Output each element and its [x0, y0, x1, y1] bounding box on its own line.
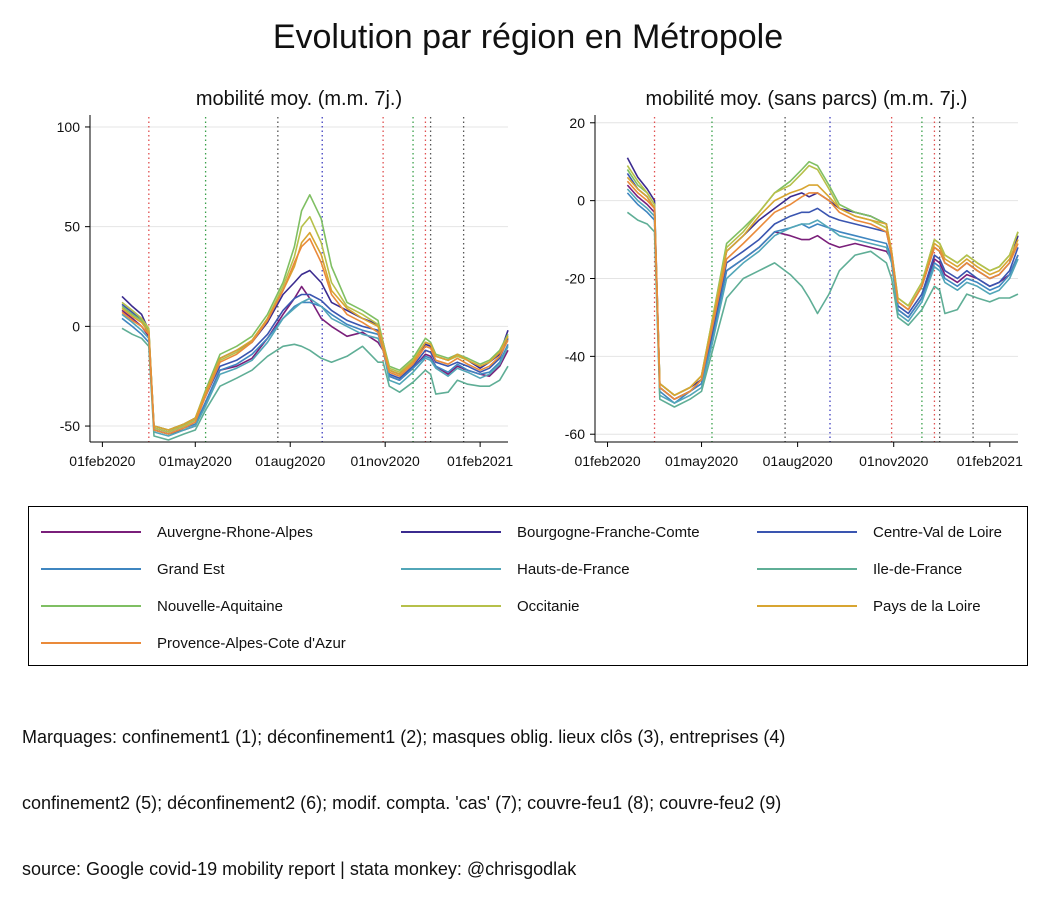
y-tick-label: 20	[569, 115, 585, 131]
series-line	[626, 184, 1019, 401]
legend-item: Ile-de-France	[757, 558, 962, 580]
legend-swatch	[401, 605, 501, 607]
x-tick-label: 01nov2020	[859, 453, 929, 469]
chart-right: mobilité moy. (sans parcs) (m.m. 7j.) -60…	[565, 88, 1023, 469]
chart-title: mobilité moy. (m.m. 7j.)	[196, 88, 402, 110]
x-tick-label: 01feb2020	[69, 453, 135, 469]
legend-item: Auvergne-Rhone-Alpes	[41, 521, 313, 543]
series-line	[121, 301, 509, 435]
chart-panel-right: mobilité moy. (sans parcs) (m.m. 7j.) -60…	[528, 80, 1048, 480]
x-tick-label: 01aug2020	[255, 453, 325, 469]
y-tick-label: 100	[57, 119, 81, 135]
series-line	[626, 188, 1019, 404]
legend-item: Occitanie	[401, 595, 580, 617]
series-line	[626, 172, 1019, 401]
legend-label: Occitanie	[517, 597, 580, 615]
note-markers-1: Marquages: confinement1 (1); déconfineme…	[22, 727, 786, 747]
x-tick-label: 01may2020	[665, 453, 738, 469]
x-tick-label: 01feb2021	[447, 453, 513, 469]
legend-swatch	[401, 568, 501, 570]
legend-label: Grand Est	[157, 560, 225, 578]
y-tick-label: -40	[565, 348, 585, 364]
series-line	[121, 297, 509, 437]
x-tick-label: 01feb2021	[957, 453, 1023, 469]
legend-swatch	[41, 605, 141, 607]
note-markers-2: confinement2 (5); déconfinement2 (6); mo…	[22, 793, 782, 813]
legend-label: Bourgogne-Franche-Comte	[517, 523, 700, 541]
legend-swatch	[757, 568, 857, 570]
legend-swatch	[41, 568, 141, 570]
y-tick-label: 50	[64, 219, 80, 235]
legend-swatch	[41, 531, 141, 533]
note-source: source: Google covid-19 mobility report …	[22, 859, 577, 879]
legend-swatch	[757, 531, 857, 533]
series-line	[121, 327, 509, 441]
legend-swatch	[401, 531, 501, 533]
x-tick-label: 01may2020	[159, 453, 232, 469]
series-line	[626, 176, 1019, 397]
legend-label: Nouvelle-Aquitaine	[157, 597, 283, 615]
series-line	[121, 231, 509, 431]
legend-item: Grand Est	[41, 558, 225, 580]
y-tick-label: 0	[72, 318, 80, 334]
y-tick-label: -50	[60, 418, 80, 434]
legend-label: Hauts-de-France	[517, 560, 630, 578]
y-tick-label: -60	[565, 426, 585, 442]
legend-label: Auvergne-Rhone-Alpes	[157, 523, 313, 541]
y-tick-label: -20	[565, 271, 585, 287]
notes: Marquages: confinement1 (1); déconfineme…	[22, 682, 785, 902]
legend-label: Provence-Alpes-Cote d'Azur	[157, 634, 346, 652]
legend-swatch	[757, 605, 857, 607]
chart-title: mobilité moy. (sans parcs) (m.m. 7j.)	[646, 88, 968, 110]
legend-item: Nouvelle-Aquitaine	[41, 595, 283, 617]
legend: Auvergne-Rhone-Alpes Bourgogne-Franche-Co…	[28, 506, 1028, 666]
x-tick-label: 01nov2020	[351, 453, 421, 469]
legend-item: Centre-Val de Loire	[757, 521, 1002, 543]
series-line	[626, 180, 1019, 401]
x-tick-label: 01aug2020	[763, 453, 833, 469]
y-tick-label: 0	[577, 193, 585, 209]
legend-item: Provence-Alpes-Cote d'Azur	[41, 632, 346, 654]
chart-left: mobilité moy. (m.m. 7j.) -50 0 50 100 01feb20…	[57, 88, 514, 469]
legend-item: Bourgogne-Franche-Comte	[401, 521, 700, 543]
legend-label: Centre-Val de Loire	[873, 523, 1002, 541]
legend-item: Hauts-de-France	[401, 558, 630, 580]
legend-swatch	[41, 642, 141, 644]
series-line	[626, 211, 1019, 408]
main-title: Evolution par région en Métropole	[272, 18, 784, 56]
series-line	[121, 269, 509, 433]
x-tick-label: 01feb2020	[574, 453, 640, 469]
legend-label: Ile-de-France	[873, 560, 963, 578]
legend-label: Pays de la Loire	[873, 597, 981, 615]
chart-panel-left: mobilité moy. (m.m. 7j.) -50 0 50 100 01feb20…	[8, 80, 528, 480]
legend-item: Pays de la Loire	[757, 595, 981, 617]
series-line	[121, 237, 509, 435]
